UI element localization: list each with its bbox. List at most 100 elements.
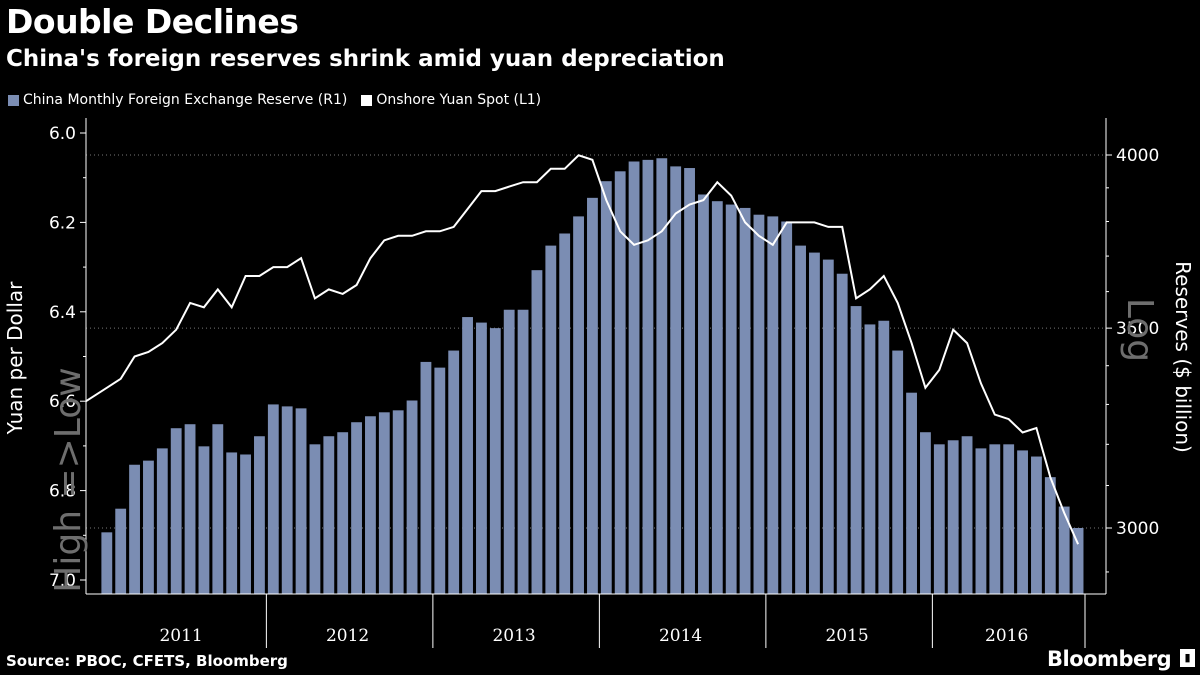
- reserve-bar: [822, 259, 834, 594]
- bloomberg-logo-icon: ▮: [1180, 649, 1195, 667]
- legend-swatch-reserves: [8, 94, 19, 106]
- reserve-bar: [101, 532, 113, 594]
- reserve-bar: [892, 350, 904, 594]
- reserve-bar: [587, 197, 598, 594]
- reserve-bar: [309, 444, 321, 594]
- reserve-bar: [156, 448, 168, 594]
- reserve-bar: [836, 273, 848, 594]
- reserve-bar: [351, 422, 362, 594]
- year-label: 2013: [492, 626, 535, 646]
- reserve-bar: [198, 446, 210, 594]
- reserve-bar: [989, 444, 1001, 594]
- reserve-bar: [295, 408, 307, 594]
- reserve-bar: [781, 221, 793, 594]
- reserve-bar: [920, 432, 931, 594]
- reserve-bar: [517, 309, 529, 594]
- reserve-bar: [711, 201, 723, 595]
- left-tick-label: 6.4: [49, 303, 76, 323]
- reserve-bar: [698, 194, 709, 595]
- reserve-bar: [420, 361, 432, 594]
- left-tick-label: 6.2: [49, 213, 76, 233]
- reserve-bar: [378, 412, 390, 594]
- reserve-bar: [115, 508, 127, 594]
- reserve-bar: [1031, 456, 1042, 594]
- reserve-bar: [961, 436, 973, 594]
- left-tick-label: 6.8: [49, 482, 76, 502]
- legend-label-reserves: China Monthly Foreign Exchange Reserve (…: [23, 92, 348, 108]
- reserve-bar: [392, 410, 404, 594]
- bloomberg-logo: Bloomberg: [1047, 647, 1172, 671]
- legend-label-yuan: Onshore Yuan Spot (L1): [376, 92, 542, 108]
- reserve-bar: [1058, 506, 1070, 594]
- reserve-bar: [656, 158, 668, 594]
- reserve-bar: [753, 214, 765, 594]
- left-tick-label: 6.0: [49, 124, 76, 144]
- reserve-bar: [933, 444, 945, 594]
- reserve-bar: [531, 270, 543, 594]
- reserve-bar: [739, 207, 751, 594]
- right-tick-label: 3500: [1116, 319, 1159, 339]
- reserve-bar: [600, 181, 612, 595]
- year-label: 2011: [159, 626, 202, 646]
- source-note: Source: PBOC, CFETS, Bloomberg: [6, 652, 288, 670]
- year-label: 2014: [659, 626, 702, 646]
- reserve-bar: [1003, 444, 1015, 594]
- reserve-bar: [642, 159, 654, 594]
- legend-item-yuan: Onshore Yuan Spot (L1): [361, 92, 541, 108]
- yuan-line: [85, 154, 1080, 545]
- left-axis-title: Yuan per Dollar: [3, 281, 27, 435]
- reserve-bar: [323, 436, 335, 594]
- reserve-bar: [337, 432, 349, 594]
- reserve-bar: [545, 245, 557, 594]
- reserve-bar: [1017, 450, 1028, 594]
- reserve-bar: [559, 233, 571, 594]
- right-tick-label: 3000: [1116, 519, 1159, 539]
- reserve-bar: [767, 216, 779, 594]
- axes: 6.0 6.2 6.4 6.6 6.8 7.0 3000 3500 4000 2011 2012 20…: [49, 118, 1159, 648]
- reserve-bar: [406, 400, 418, 594]
- reserve-bar: [240, 454, 251, 594]
- reserve-bars: [101, 158, 1084, 595]
- reserve-bar: [226, 452, 238, 594]
- reserve-bar: [628, 161, 640, 594]
- reserve-bar: [476, 322, 487, 594]
- reserve-bar: [184, 424, 196, 594]
- reserve-bar: [462, 317, 473, 594]
- reserve-bar: [434, 367, 446, 594]
- right-tick-label: 4000: [1116, 146, 1159, 166]
- reserve-bar: [809, 252, 820, 594]
- reserve-bar: [947, 440, 959, 594]
- reserve-bar: [448, 350, 460, 594]
- left-axis-watermark: High =>Low: [48, 367, 89, 592]
- reserve-bar: [254, 436, 265, 594]
- reserve-bar: [573, 216, 584, 594]
- reserve-bar: [975, 448, 987, 594]
- legend-swatch-yuan: [361, 94, 373, 106]
- reserve-bar: [212, 424, 224, 594]
- year-label: 2016: [985, 626, 1028, 646]
- year-label: 2015: [825, 626, 868, 646]
- reserve-bar: [503, 309, 515, 594]
- right-axis-watermark: Log: [1119, 298, 1160, 362]
- reserve-bar: [795, 245, 806, 594]
- left-tick-label: 7.0: [49, 571, 76, 591]
- chart-subtitle: China's foreign reserves shrink amid yua…: [6, 46, 725, 72]
- reserve-bar: [878, 320, 890, 594]
- reserve-bar: [281, 406, 293, 594]
- reserve-bar: [850, 306, 862, 594]
- reserve-bar: [670, 166, 682, 595]
- reserve-bar: [614, 171, 626, 595]
- reserve-bar: [267, 404, 279, 594]
- year-label: 2012: [326, 626, 369, 646]
- yuan-line-path: [85, 154, 1080, 545]
- right-axis-title: Reserves ($ billion): [1171, 261, 1195, 453]
- legend-item-reserves: China Monthly Foreign Exchange Reserve (…: [8, 92, 347, 108]
- reserve-bar: [365, 416, 376, 594]
- reserve-bar: [170, 428, 182, 594]
- chart-title: Double Declines: [6, 2, 299, 41]
- reserve-bar: [725, 204, 737, 594]
- reserve-bar: [1044, 477, 1056, 594]
- reserve-bar: [489, 328, 501, 594]
- reserve-bar: [906, 392, 917, 594]
